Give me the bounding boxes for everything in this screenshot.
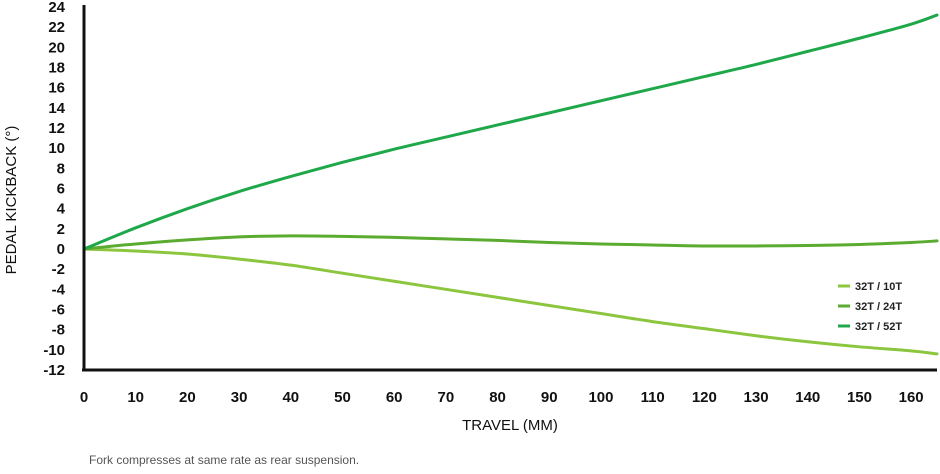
x-tick-label: 60	[386, 389, 403, 406]
y-axis-label: PEDAL KICKBACK (°)	[3, 126, 20, 275]
series-lines	[82, 13, 939, 356]
x-tick-label: 140	[795, 389, 820, 406]
x-tick-label: 100	[588, 389, 613, 406]
y-tick-label: 6	[57, 181, 65, 198]
y-tick-label: -4	[52, 281, 66, 298]
axes	[82, 5, 937, 372]
x-tick-label: 0	[80, 389, 88, 406]
series-line-2	[82, 234, 939, 251]
y-tick-label: 0	[57, 241, 65, 258]
legend-label: 32T / 24T	[855, 301, 902, 313]
legend-label: 32T / 10T	[855, 281, 902, 293]
x-tick-label: 110	[641, 389, 665, 406]
x-tick-label: 30	[231, 389, 248, 406]
x-tick-label: 50	[334, 389, 351, 406]
y-tick-label: 20	[48, 39, 65, 56]
x-tick-label: 10	[127, 389, 144, 406]
y-tick-label: 14	[48, 100, 65, 117]
x-axis-label: TRAVEL (MM)	[462, 417, 558, 434]
x-tick-label: 20	[179, 389, 196, 406]
y-tick-label: 18	[48, 60, 65, 77]
legend-label: 32T / 52T	[855, 321, 902, 333]
x-tick-label: 40	[282, 389, 299, 406]
legend: 32T / 10T 32T / 24T 32T / 52T	[838, 281, 902, 333]
y-tick-label: -6	[52, 302, 65, 319]
series-line-1	[82, 247, 939, 356]
series-line-3	[82, 13, 939, 251]
x-tick-label: 160	[899, 389, 924, 406]
y-tick-label: 2	[57, 221, 65, 238]
y-tick-label: -12	[43, 362, 65, 379]
y-tick-label: -2	[52, 261, 65, 278]
x-tick-label: 120	[692, 389, 717, 406]
x-tick-labels: 0 10 20 30 40 50 60 70 80 90 100 110 120 130 140 150 160	[80, 389, 924, 406]
y-tick-label: 16	[48, 80, 65, 97]
x-tick-label: 80	[489, 389, 506, 406]
y-tick-label: 4	[57, 201, 66, 218]
y-tick-label: 22	[48, 19, 65, 36]
y-tick-label: 10	[48, 140, 65, 157]
x-tick-label: 130	[744, 389, 769, 406]
y-tick-label: 8	[57, 160, 65, 177]
y-tick-label: -10	[43, 342, 65, 359]
footnote: Fork compresses at same rate as rear sus…	[89, 453, 360, 467]
x-tick-label: 90	[541, 389, 558, 406]
x-tick-label: 150	[847, 389, 872, 406]
y-tick-label: -8	[52, 322, 65, 339]
y-tick-label: 24	[48, 0, 65, 16]
x-tick-label: 70	[438, 389, 455, 406]
y-tick-label: 12	[48, 120, 65, 137]
